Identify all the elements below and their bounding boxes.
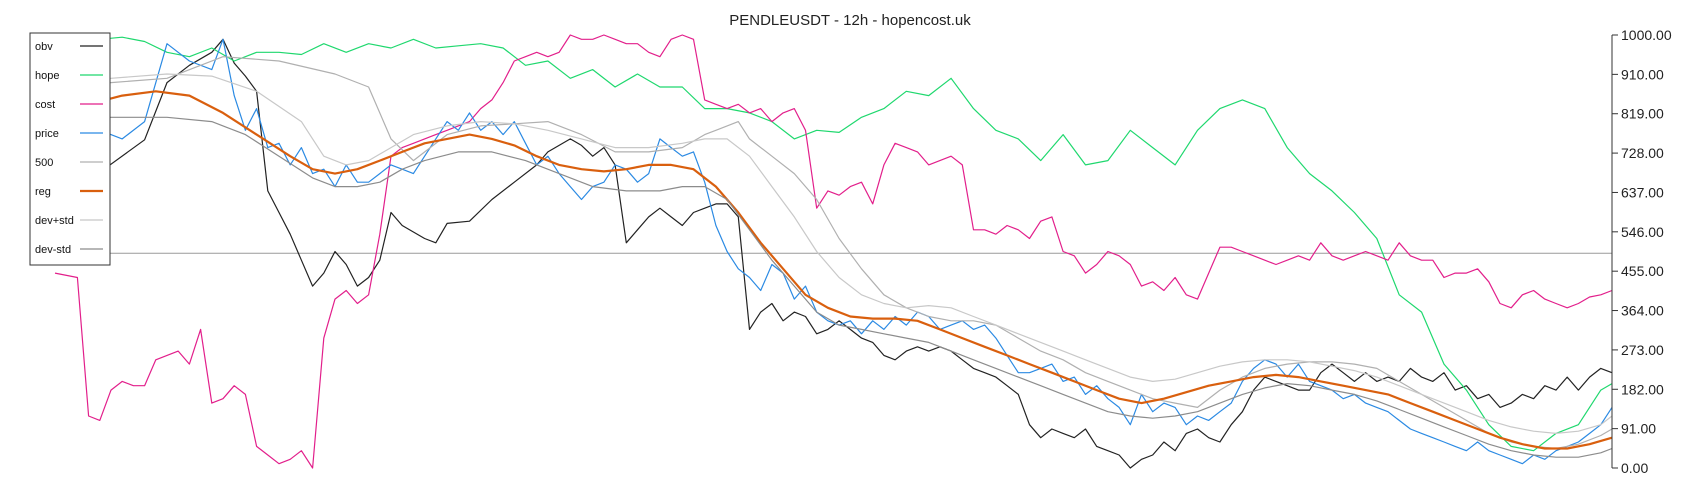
y-tick-label: 364.00 (1621, 303, 1664, 319)
chart-title: PENDLEUSDT - 12h - hopencost.uk (729, 12, 971, 29)
y-tick-label: 728.00 (1621, 145, 1664, 161)
series-line-obv (54, 38, 1613, 469)
series-line-cost (54, 34, 1613, 469)
y-tick-label: 91.00 (1621, 421, 1656, 437)
y-tick-label: 455.00 (1621, 263, 1664, 279)
legend-label-obv: obv (35, 41, 53, 53)
legend-label-price: price (35, 128, 59, 140)
y-tick-label: 910.00 (1621, 66, 1664, 82)
series-group (54, 34, 1613, 469)
y-axis: 1000.00 910.00 819.00 728.00 637.00 546.00 455… (1611, 27, 1672, 476)
legend-label-dev-std: dev-std (35, 244, 71, 256)
y-tick-label: 546.00 (1621, 224, 1664, 240)
y-tick-label: 182.00 (1621, 381, 1664, 397)
y-tick-label: 0.00 (1621, 460, 1648, 476)
series-line-hope (54, 36, 1613, 452)
series-line-500 (54, 56, 1613, 450)
series-line-dev-std (54, 116, 1613, 458)
legend-label-cost: cost (35, 99, 55, 111)
legend-label-hope: hope (35, 70, 59, 82)
series-line-dev+std (54, 73, 1613, 434)
legend-box (29, 32, 111, 266)
legend-label-dev+std: dev+std (35, 215, 74, 227)
y-tick-label: 819.00 (1621, 106, 1664, 122)
series-line-reg (54, 90, 1613, 450)
y-tick-label: 273.00 (1621, 342, 1664, 358)
legend: obv hope cost price 500 reg dev+std dev-std (29, 32, 111, 266)
legend-label-reg: reg (35, 186, 51, 198)
series-line-price (54, 38, 1613, 465)
y-tick-label: 637.00 (1621, 184, 1664, 200)
y-tick-label: 1000.00 (1621, 27, 1672, 43)
legend-label-500: 500 (35, 157, 53, 169)
